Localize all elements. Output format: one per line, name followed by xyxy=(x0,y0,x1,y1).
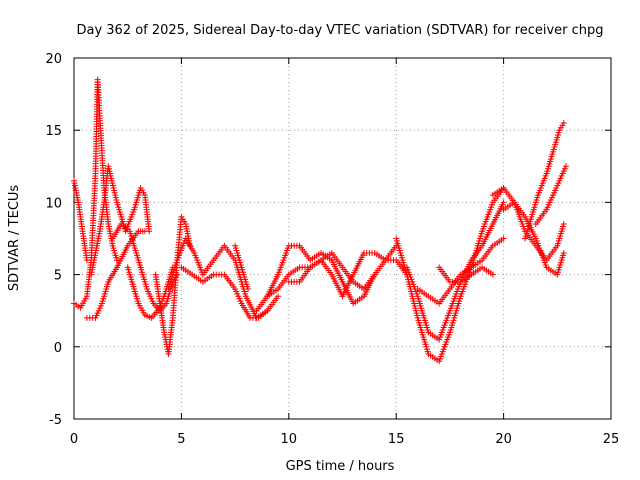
series-satellite-track-C xyxy=(83,228,148,321)
chart-title: Day 362 of 2025, Sidereal Day-to-day VTE… xyxy=(76,23,603,38)
y-tick-label: 20 xyxy=(45,52,62,67)
data-points xyxy=(71,76,569,365)
series-satellite-track-T xyxy=(522,119,567,242)
data-point xyxy=(83,257,90,264)
plot-frame xyxy=(73,57,612,420)
x-tick-label: 25 xyxy=(603,432,620,447)
series-satellite-track-I xyxy=(178,264,282,321)
data-point xyxy=(500,199,507,206)
grid-lines xyxy=(74,58,611,419)
data-point xyxy=(560,119,567,126)
y-axis-label: SDTVAR / TECUs xyxy=(7,185,22,292)
x-tick-label: 10 xyxy=(281,432,298,447)
series-satellite-track-M xyxy=(285,249,410,300)
series-satellite-track-E xyxy=(109,221,181,314)
y-tick-label: 15 xyxy=(45,124,62,139)
y-tick-label: 5 xyxy=(54,269,62,284)
data-point xyxy=(244,286,251,293)
axis-ticks: 0 5 10 15 20 25 -5 0 5 10 15 20 xyxy=(45,52,619,447)
data-point xyxy=(489,271,496,278)
data-point xyxy=(500,235,507,242)
data-point xyxy=(275,293,282,300)
data-point xyxy=(146,228,153,235)
y-tick-label: -5 xyxy=(49,413,62,428)
series-satellite-track-L xyxy=(264,242,400,300)
data-point xyxy=(186,242,193,249)
series-satellite-track-F xyxy=(124,264,176,321)
data-point xyxy=(560,249,567,256)
y-tick-label: 0 xyxy=(54,341,62,356)
series-satellite-track-K xyxy=(253,242,378,314)
y-tick-label: 10 xyxy=(45,196,62,211)
data-point xyxy=(562,163,569,170)
series-satellite-track-R xyxy=(489,184,567,264)
x-tick-label: 0 xyxy=(70,432,78,447)
x-axis-label: GPS time / hours xyxy=(286,459,395,474)
series-satellite-track-Q xyxy=(436,264,496,285)
series-satellite-track-D xyxy=(88,163,153,278)
series-satellite-track-B xyxy=(71,177,90,264)
x-tick-label: 5 xyxy=(177,432,185,447)
x-tick-label: 20 xyxy=(495,432,512,447)
series-satellite-track-J xyxy=(232,242,251,293)
x-tick-label: 15 xyxy=(388,432,405,447)
data-point xyxy=(560,221,567,228)
series-satellite-track-U xyxy=(532,163,569,228)
series-satellite-track-G xyxy=(152,213,193,358)
